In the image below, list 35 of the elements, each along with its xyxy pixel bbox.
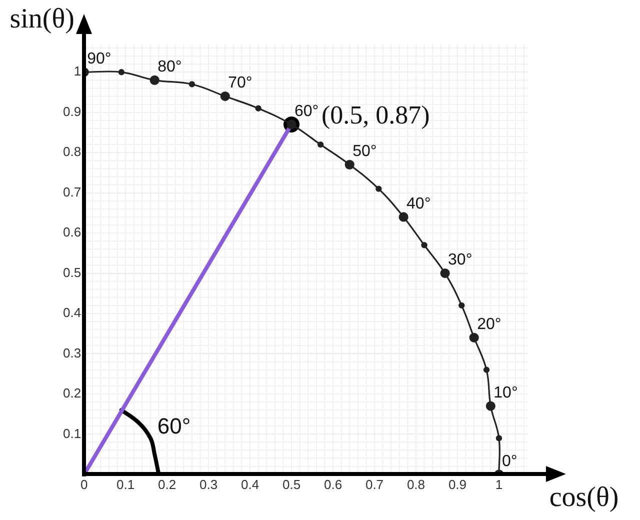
y-tick-label: 1 bbox=[74, 64, 82, 79]
annotation: 90° bbox=[87, 50, 112, 68]
annotation: 60° bbox=[157, 413, 191, 438]
y-tick-label: 0.8 bbox=[62, 144, 82, 160]
x-tick-label: 0.1 bbox=[116, 476, 135, 492]
x-tick-label: 0.7 bbox=[365, 476, 384, 492]
annotation: 40° bbox=[406, 195, 431, 212]
annotation: 20° bbox=[477, 316, 502, 334]
x-tick-label: 0.5 bbox=[282, 476, 301, 492]
x-tick-label: 0.8 bbox=[406, 476, 426, 492]
annotation: 0° bbox=[502, 452, 518, 470]
y-tick-label: 0.3 bbox=[62, 345, 82, 360]
annotation: 70° bbox=[228, 74, 252, 92]
annotation: 30° bbox=[448, 252, 472, 269]
x-tick-label: 0 bbox=[80, 476, 88, 492]
y-tick-label: 0.9 bbox=[62, 104, 82, 119]
x-tick-label: 0.3 bbox=[200, 476, 218, 492]
annotation: 80° bbox=[158, 58, 182, 76]
annotation: 60° bbox=[294, 102, 319, 120]
x-axis-title: cos(θ) bbox=[549, 482, 619, 513]
y-tick-label: 0.4 bbox=[62, 305, 82, 320]
y-axis-title: sin(θ) bbox=[10, 3, 74, 34]
x-tick-label: 0.4 bbox=[240, 476, 260, 492]
y-tick-label: 0.6 bbox=[62, 224, 82, 240]
annotation: 10° bbox=[494, 384, 518, 402]
y-tick-label: 0.7 bbox=[62, 184, 82, 200]
y-tick-label: 0.1 bbox=[62, 426, 82, 441]
x-tick-label: 0.6 bbox=[324, 476, 342, 492]
annotation: 50° bbox=[352, 143, 377, 160]
data-label: (0.5, 0.87) bbox=[322, 100, 430, 130]
y-tick-label: 0.2 bbox=[62, 386, 82, 401]
y-tick-label: 0.5 bbox=[62, 264, 82, 280]
x-tick-label: 0.9 bbox=[448, 476, 467, 492]
x-tick-label: 1 bbox=[495, 476, 503, 492]
x-tick-label: 0.2 bbox=[158, 476, 176, 492]
